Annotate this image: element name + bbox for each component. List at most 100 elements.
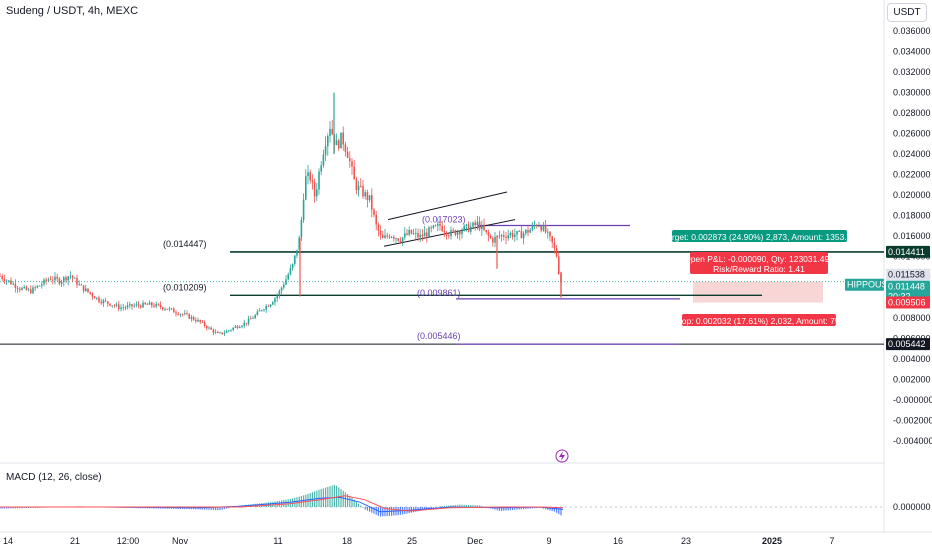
candle-body [393, 236, 395, 239]
candle-body [395, 238, 397, 240]
candle-body [452, 230, 454, 232]
candle-body [252, 318, 254, 319]
candle-body [516, 231, 518, 235]
candle-body [283, 284, 285, 288]
candle-body [25, 286, 28, 290]
candle-body [96, 297, 98, 299]
candle-body [225, 331, 228, 333]
candle-body [533, 225, 536, 227]
candle-body [137, 304, 140, 306]
candle-body [404, 233, 406, 238]
candle-body [322, 154, 325, 166]
candle-body [8, 280, 10, 282]
candle-body [214, 331, 217, 333]
candle-body [65, 277, 67, 281]
candle-body [102, 300, 105, 304]
candle-body [186, 313, 188, 314]
stop-annotation-text: Stop: 0.002032 (17.61%) 2,032, Amount: 7… [674, 316, 845, 326]
candle-body [419, 234, 421, 238]
candle-body [342, 132, 344, 145]
stop-price-tag-bg [886, 296, 930, 309]
candle-body [38, 285, 41, 287]
candle-body [474, 222, 476, 226]
candle-body [206, 325, 208, 329]
chart-title: Sudeng / USDT, 4h, MEXC [6, 5, 139, 17]
candle-body [357, 185, 360, 191]
candle-body [107, 301, 109, 304]
candle-body [32, 287, 34, 294]
candle-body [151, 302, 153, 306]
candle-body [247, 318, 250, 324]
upper-level-price-tag-bg [886, 245, 930, 258]
y-tick-label: 0.004000 [893, 354, 931, 364]
candle-body [115, 304, 118, 306]
candle-body [324, 146, 327, 155]
candle-body [509, 232, 512, 236]
candle-body [503, 235, 505, 237]
candle-body [258, 310, 261, 312]
macd-line [0, 496, 564, 513]
candle-body [500, 235, 503, 237]
candle-body [181, 314, 184, 315]
candle-body [379, 230, 382, 235]
candle-body [173, 308, 175, 313]
candle-body [175, 312, 177, 314]
candle-body [542, 225, 545, 231]
y-tick-label: 0.002000 [893, 374, 931, 384]
channel-upper-trendline[interactable] [387, 191, 508, 221]
candle-body [131, 304, 133, 307]
candle-body [265, 305, 267, 310]
candle-body [558, 256, 560, 274]
currency-button[interactable]: USDT [887, 3, 927, 22]
channel-lower-trendline[interactable] [383, 219, 516, 247]
candle-body [276, 295, 278, 299]
candle-body [12, 283, 14, 285]
candle-body [210, 327, 212, 330]
candle-body [432, 225, 435, 228]
stop-annotation-box [682, 314, 836, 326]
open-pnl-annotation-box [690, 252, 828, 274]
y-tick-label: 0.036000 [893, 26, 931, 36]
x-tick-label: 18 [342, 536, 352, 546]
candle-body [302, 199, 305, 220]
candle-body [327, 135, 329, 147]
candle-body [335, 140, 338, 146]
candle-body [426, 232, 428, 237]
candle-body [124, 307, 127, 309]
candle-body [338, 140, 340, 149]
candle-body [538, 225, 540, 227]
y-tick-label: 0.008000 [893, 313, 931, 323]
candle-body [320, 165, 322, 172]
macd-indicator-label[interactable]: MACD (12, 26, close) [6, 472, 102, 483]
candle-body [243, 322, 245, 326]
candle-body [36, 285, 39, 288]
candle-body [311, 180, 314, 183]
y-tick-label: 0.034000 [893, 47, 931, 57]
candle-body [507, 235, 509, 239]
candle-body [197, 319, 199, 322]
candle-body [289, 268, 292, 275]
y-tick-label: 0.022000 [893, 170, 931, 180]
candle-body [298, 237, 300, 250]
candle-body [465, 224, 468, 226]
y-tick-label: 0.030000 [893, 88, 931, 98]
candle-body [459, 231, 461, 235]
candle-body [463, 225, 465, 231]
low-level-price-tag-bg [886, 338, 930, 351]
candle-body [417, 232, 419, 238]
candle-body [109, 303, 111, 306]
candle-body [212, 329, 215, 333]
candle-body [294, 255, 296, 264]
candle-body [144, 302, 146, 305]
fib-mid-label: (0.009861) [417, 288, 461, 298]
candle-body [399, 240, 402, 243]
x-tick-label: 2025 [762, 536, 782, 546]
candle-body [146, 304, 149, 305]
candle-body [267, 305, 270, 307]
candle-body [344, 144, 347, 152]
candle-body [27, 289, 30, 291]
x-tick-label: Nov [172, 536, 189, 546]
candle-body [80, 284, 83, 286]
